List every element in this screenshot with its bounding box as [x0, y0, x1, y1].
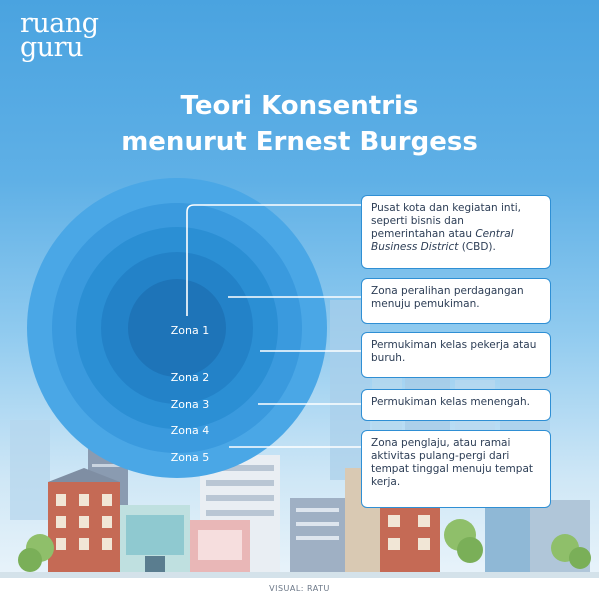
- building: [126, 515, 184, 555]
- zone-1-text-end: (CBD).: [458, 241, 496, 253]
- window: [418, 515, 430, 527]
- zone-4-description: Permukiman kelas menengah.: [361, 389, 551, 421]
- logo-line-2: guru: [20, 32, 83, 63]
- building: [296, 536, 339, 540]
- building-roof: [48, 468, 120, 482]
- window: [418, 538, 430, 550]
- tree: [18, 548, 42, 572]
- building: [296, 522, 339, 526]
- zone-1-text-italic: Central Business District: [371, 228, 514, 253]
- building: [206, 480, 274, 486]
- building: [206, 510, 274, 516]
- title-line-2: menurut Ernest Burgess: [121, 127, 478, 157]
- title-line-1: Teori Konsentris: [180, 91, 419, 121]
- window: [102, 494, 112, 506]
- window: [102, 538, 112, 550]
- building: [198, 530, 242, 560]
- window: [56, 494, 66, 506]
- zone-5-description: Zona penglaju, atau ramai aktivitas pula…: [361, 430, 551, 508]
- zone-5-label: Zona 5: [170, 451, 210, 464]
- zone-2-description: Zona peralihan perdagangan menuju pemuki…: [361, 278, 551, 324]
- window: [56, 516, 66, 528]
- zone-2-label: Zona 2: [170, 371, 210, 384]
- ground: [0, 572, 599, 580]
- page-title: Teori Konsentris menurut Ernest Burgess: [0, 88, 599, 160]
- building: [206, 465, 274, 471]
- building: [296, 508, 339, 512]
- ruangguru-logo: ruang guru: [20, 8, 99, 63]
- building: [206, 495, 274, 501]
- logo-line-1: ruang: [20, 8, 99, 39]
- window: [56, 538, 66, 550]
- window: [79, 516, 89, 528]
- zone-1-description: Pusat kota dan kegiatan inti, seperti bi…: [361, 195, 551, 269]
- zone-3-label: Zona 3: [170, 398, 210, 411]
- building-bg: [10, 420, 50, 520]
- zone-2-text: Zona peralihan perdagangan menuju pemuki…: [371, 285, 524, 310]
- tree: [569, 547, 591, 569]
- zone-3-text: Permukiman kelas pekerja atau buruh.: [371, 339, 537, 364]
- window: [102, 516, 112, 528]
- window: [388, 515, 400, 527]
- zone-1-label: Zona 1: [170, 324, 210, 337]
- zone-4-label: Zona 4: [170, 424, 210, 437]
- zone-4-text: Permukiman kelas menengah.: [371, 396, 530, 408]
- zone-5-text: Zona penglaju, atau ramai aktivitas pula…: [371, 437, 533, 488]
- window: [79, 538, 89, 550]
- tree: [457, 537, 483, 563]
- zone-1-text: Pusat kota dan kegiatan inti, seperti bi…: [371, 202, 521, 240]
- visual-credit: VISUAL: RATU: [0, 578, 599, 599]
- building: [92, 464, 124, 467]
- window: [388, 538, 400, 550]
- window: [79, 494, 89, 506]
- zone-3-description: Permukiman kelas pekerja atau buruh.: [361, 332, 551, 378]
